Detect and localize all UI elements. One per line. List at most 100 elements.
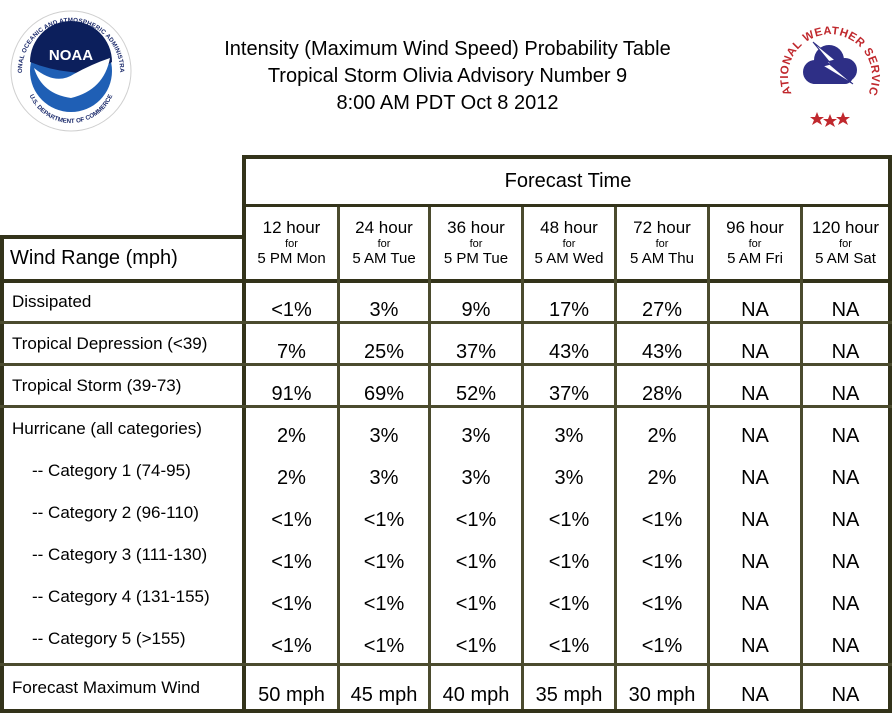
- table-cell: <1%: [271, 551, 312, 573]
- table-cell: 2%: [277, 467, 306, 489]
- column-when: 5 AM Sat: [815, 250, 876, 267]
- table-cell: <1%: [641, 635, 683, 657]
- table-cell: NA: [831, 635, 860, 657]
- table-cell: <1%: [363, 551, 405, 573]
- column-for: for: [285, 238, 298, 250]
- row-label-category-2: -- Category 2 (96-110): [32, 503, 199, 522]
- column-hours: 96 hour: [726, 218, 784, 237]
- table-cell: 2%: [647, 425, 677, 447]
- row-label-tropical-depression: Tropical Depression (<39): [12, 334, 208, 353]
- column-when: 5 PM Tue: [443, 250, 509, 267]
- table-cell: 43%: [641, 341, 683, 363]
- table-cell: 3%: [554, 467, 584, 489]
- column-hours: 120 hour: [811, 218, 880, 237]
- row-label-category-3: -- Category 3 (111-130): [32, 545, 208, 564]
- table-cell: <1%: [455, 509, 497, 531]
- table-cell: <1%: [641, 509, 683, 531]
- column-header: 120 hour for 5 AM Sat: [803, 218, 888, 268]
- column-when: 5 AM Wed: [534, 250, 604, 267]
- table-cell: <1%: [271, 635, 312, 657]
- table-cell: <1%: [641, 551, 683, 573]
- table-cell: <1%: [548, 635, 590, 657]
- lightning-icon: [812, 41, 854, 85]
- column-when: 5 AM Tue: [352, 250, 416, 267]
- table-cell: 3%: [369, 467, 399, 489]
- table-cell: NA: [741, 383, 769, 405]
- column-for: for: [748, 238, 762, 250]
- table-cell: NA: [831, 341, 860, 363]
- table-cell: <1%: [271, 299, 312, 321]
- table-cell: <1%: [548, 593, 590, 615]
- table-cell: NA: [831, 509, 860, 531]
- table-cell: 35 mph: [535, 684, 603, 706]
- table-cell: 69%: [363, 383, 405, 405]
- table-cell: 40 mph: [442, 684, 510, 706]
- column-for: for: [562, 238, 576, 250]
- column-header: 12 hour for 5 PM Mon: [246, 218, 337, 268]
- star-icon: [836, 112, 850, 125]
- table-cell: 3%: [369, 425, 399, 447]
- table-cell: <1%: [455, 635, 497, 657]
- column-hours: 12 hour: [262, 218, 321, 237]
- forecast-time-header: Forecast Time: [504, 170, 632, 192]
- column-for: for: [469, 238, 483, 250]
- table-cell: 3%: [369, 299, 399, 321]
- table-cell: <1%: [363, 635, 405, 657]
- table-cell: NA: [741, 341, 769, 363]
- column-when: 5 AM Fri: [727, 250, 783, 267]
- page-title: Intensity (Maximum Wind Speed) Probabili…: [150, 36, 745, 117]
- table-cell: NA: [831, 593, 860, 615]
- table-cell: 17%: [548, 299, 590, 321]
- column-header: 24 hour for 5 AM Tue: [340, 218, 428, 268]
- table-cell: 3%: [461, 467, 491, 489]
- table-cell: 50 mph: [258, 684, 325, 706]
- table-cell: <1%: [363, 509, 405, 531]
- column-for: for: [839, 238, 852, 250]
- star-icon: [823, 114, 837, 127]
- row-label-forecast-max-wind: Forecast Maximum Wind: [12, 678, 200, 697]
- table-cell: 3%: [461, 425, 491, 447]
- row-label-tropical-storm: Tropical Storm (39-73): [12, 376, 182, 395]
- noaa-wordmark: NOAA: [49, 47, 93, 64]
- row-label-hurricane: Hurricane (all categories): [12, 419, 202, 438]
- title-line-2: Tropical Storm Olivia Advisory Number 9: [267, 65, 628, 87]
- column-header: 36 hour for 5 PM Tue: [431, 218, 521, 268]
- table-cell: 27%: [641, 299, 683, 321]
- noaa-logo: NATIONAL OCEANIC AND ATMOSPHERIC ADMINIS…: [10, 10, 132, 132]
- table-cell: 3%: [554, 425, 584, 447]
- row-label-category-5: -- Category 5 (>155): [32, 629, 186, 648]
- title-line-3: 8:00 AM PDT Oct 8 2012: [336, 92, 559, 114]
- column-hours: 36 hour: [447, 218, 505, 237]
- table-cell: 30 mph: [628, 684, 696, 706]
- table-cell: 2%: [647, 467, 677, 489]
- table-cell: NA: [741, 593, 769, 615]
- table-cell: <1%: [271, 509, 312, 531]
- column-hours: 24 hour: [355, 218, 413, 237]
- column-header: 72 hour for 5 AM Thu: [617, 218, 707, 268]
- table-cell: 2%: [277, 425, 306, 447]
- table-cell: NA: [741, 635, 769, 657]
- column-hours: 72 hour: [633, 218, 691, 237]
- title-line-1: Intensity (Maximum Wind Speed) Probabili…: [224, 38, 671, 60]
- bird-icon: [34, 58, 110, 98]
- row-label-category-1: -- Category 1 (74-95): [32, 461, 191, 480]
- table-cell: <1%: [641, 593, 683, 615]
- row-label-dissipated: Dissipated: [12, 292, 92, 311]
- table-cell: NA: [741, 299, 769, 321]
- table-cell: 28%: [641, 383, 683, 405]
- table-cell: <1%: [455, 551, 497, 573]
- row-label-category-4: -- Category 4 (131-155): [32, 587, 210, 606]
- table-cell: <1%: [548, 509, 590, 531]
- table-cell: NA: [831, 467, 860, 489]
- table-cell: NA: [741, 467, 769, 489]
- nws-logo: NATIONAL WEATHER SERVICE: [777, 8, 881, 127]
- table-cell: <1%: [363, 593, 405, 615]
- table-cell: 37%: [455, 341, 497, 363]
- table-cell: 37%: [548, 383, 590, 405]
- table-cell: <1%: [271, 593, 312, 615]
- table-cell: <1%: [455, 593, 497, 615]
- table-cell: 43%: [548, 341, 590, 363]
- table-cell: 45 mph: [350, 684, 418, 706]
- column-for: for: [655, 238, 669, 250]
- column-header: 48 hour for 5 AM Wed: [524, 218, 614, 268]
